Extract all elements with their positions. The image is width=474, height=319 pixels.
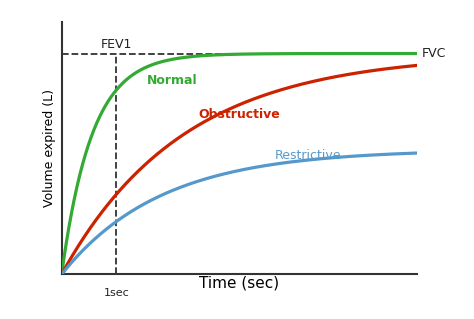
Text: Normal: Normal <box>146 74 197 87</box>
Text: 1sec: 1sec <box>103 287 129 298</box>
X-axis label: Time (sec): Time (sec) <box>199 276 280 291</box>
Text: FEV1: FEV1 <box>100 38 132 51</box>
Text: Obstructive: Obstructive <box>198 108 280 121</box>
Text: Restrictive: Restrictive <box>275 149 341 162</box>
Y-axis label: Volume expired (L): Volume expired (L) <box>43 89 56 207</box>
Text: FVC: FVC <box>421 47 446 60</box>
